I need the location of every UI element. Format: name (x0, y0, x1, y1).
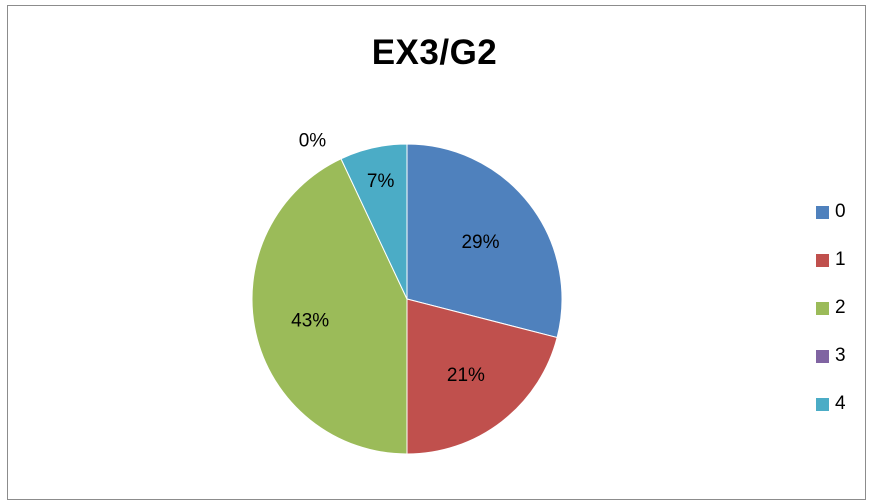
legend-item-4: 4 (816, 384, 866, 432)
pie-slice-1 (406, 298, 558, 455)
legend-swatch-2 (816, 301, 829, 315)
data-label-1: 21% (447, 365, 485, 386)
legend-swatch-1 (816, 253, 829, 267)
data-label-4: 7% (367, 171, 395, 192)
data-label-3: 0% (299, 131, 327, 152)
legend-label-1: 1 (835, 249, 846, 270)
legend-item-2: 2 (816, 288, 866, 336)
legend-item-1: 1 (816, 240, 866, 288)
pie-slice-2 (251, 158, 408, 455)
legend-label-4: 4 (835, 393, 846, 414)
chart-title: EX3/G2 (371, 33, 498, 72)
data-label-0: 29% (461, 232, 499, 253)
legend-label-3: 3 (835, 345, 846, 366)
pie-labels: 29% 21% 43% 0% 7% (291, 131, 499, 386)
chart-legend: 0 1 2 3 4 (816, 192, 866, 432)
legend-item-0: 0 (816, 192, 866, 240)
data-label-2: 43% (291, 311, 329, 332)
pie-slice-0 (406, 143, 563, 339)
legend-swatch-0 (816, 205, 829, 219)
legend-label-2: 2 (835, 297, 846, 318)
legend-swatch-3 (816, 349, 829, 363)
legend-swatch-4 (816, 397, 829, 411)
legend-label-0: 0 (835, 201, 846, 222)
pie-slice-4 (340, 143, 408, 300)
pie-slices (251, 143, 563, 455)
legend-item-3: 3 (816, 336, 866, 384)
